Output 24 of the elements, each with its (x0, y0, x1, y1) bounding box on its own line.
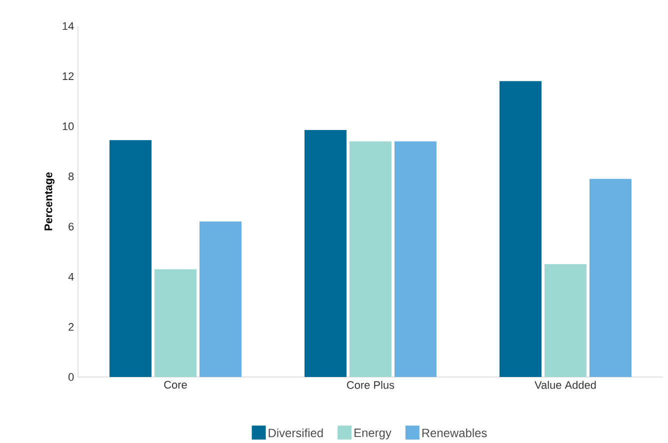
y-tick-label: 14 (62, 22, 74, 30)
bar (304, 130, 347, 377)
bar (590, 178, 632, 377)
y-tick-label: 12 (62, 72, 74, 80)
bar (544, 264, 587, 377)
bar (350, 141, 392, 377)
bar (394, 141, 437, 377)
bar (200, 222, 242, 377)
y-tick-label: 8 (68, 172, 74, 180)
bar (500, 81, 542, 377)
legend-label: Diversified (268, 428, 323, 438)
legend-label: Renewables (422, 428, 487, 438)
x-tick-label: Core Plus (347, 380, 394, 389)
y-tick-label: 0 (68, 373, 74, 381)
y-tick-label: 2 (68, 323, 74, 331)
y-tick-label: 10 (62, 122, 74, 130)
x-tick-label: Value Added (534, 380, 596, 389)
x-tick-label: Core (164, 380, 187, 389)
y-tick-label: 4 (68, 272, 74, 280)
legend-label: Energy (354, 428, 392, 440)
y-tick-label: 6 (68, 222, 74, 230)
bar (110, 140, 152, 377)
y-axis-title: Percentage (44, 172, 54, 230)
bar (154, 269, 196, 377)
